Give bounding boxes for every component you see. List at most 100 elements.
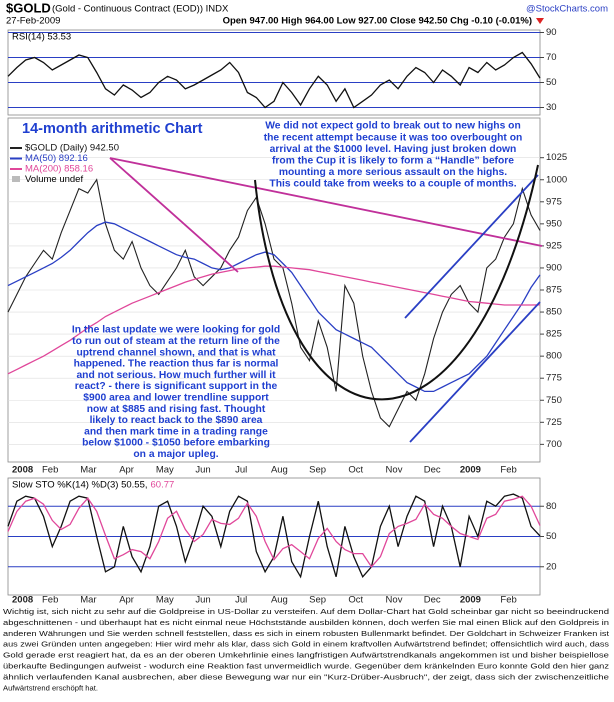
x-tick-label: Feb	[42, 595, 58, 606]
footer-line: aus zwei Gründen unten angegeben: Hier w…	[3, 640, 609, 649]
footer-line: überkaufte Bedingungen aufweist - wodurc…	[3, 662, 609, 671]
x-tick-label: Aug	[271, 595, 288, 606]
y-tick-label: 925	[546, 240, 562, 251]
panel-label: RSI(14) 53.53	[12, 32, 71, 43]
footer-line: Gold gerade erst reagiert hat, da es an …	[3, 651, 609, 660]
annotation-line: happened. The reaction thus far is norma…	[74, 359, 279, 370]
fan-line	[109, 157, 239, 273]
annotation-line: In the last update we were looking for g…	[72, 325, 280, 336]
x-tick-label: Jul	[235, 595, 247, 606]
y-tick-label: 90	[546, 27, 557, 38]
y-tick-label: 1000	[546, 174, 567, 185]
legend-label: MA(200) 858.16	[25, 164, 93, 175]
y-tick-label: 700	[546, 439, 562, 450]
y-tick-label: 875	[546, 285, 562, 296]
y-tick-label: 850	[546, 307, 562, 318]
annotation-line: $900 area and lower trendline support	[83, 393, 269, 404]
source: @StockCharts.com	[526, 4, 608, 15]
footer-line: Aufwärtstrend erschöpft hat.	[3, 683, 98, 692]
y-tick-label: 70	[546, 52, 557, 63]
trendlines	[109, 157, 543, 443]
x-tick-label: Mar	[80, 465, 96, 476]
x-tick-label: Feb	[42, 465, 58, 476]
x-tick-label: 2009	[460, 595, 481, 606]
title-bg	[16, 119, 216, 139]
x-tick-label: Oct	[348, 465, 363, 476]
y-tick-label: 950	[546, 218, 562, 229]
cup	[254, 164, 539, 401]
x-tick-label: Sep	[309, 595, 326, 606]
legend-label: $GOLD (Daily) 942.50	[25, 143, 119, 154]
return-line	[109, 157, 543, 247]
panel-label: 60.77	[151, 480, 175, 491]
x-tick-label: Sep	[309, 465, 326, 476]
x-tick-label: Jun	[195, 595, 210, 606]
x-tick-label: Oct	[348, 595, 363, 606]
down-arrow	[536, 18, 544, 24]
annotation-line: and not serious. How much further will i…	[76, 370, 276, 381]
footer-line: abgeschnittenen - und überhaupt hat es n…	[3, 618, 609, 627]
annotation-line: below $1000 - $1050 before embarking	[82, 438, 270, 449]
footer-line: ähnlich verlaufenden Kanal ausbrechen, a…	[3, 672, 609, 681]
x-tick-label: Feb	[500, 465, 516, 476]
x-tick-label: 2008	[12, 465, 33, 476]
y-tick-label: 30	[546, 102, 557, 113]
series-line	[7, 221, 541, 393]
series-line	[7, 178, 541, 428]
y-tick-label: 900	[546, 262, 562, 273]
chart-title: 14-month arithmetic Chart	[22, 121, 203, 137]
annotation-line: from the Cup it is likely to form a “Han…	[272, 156, 514, 167]
quote: Open 947.00 High 964.00 Low 927.00 Close…	[223, 16, 532, 27]
annotation-line: mounting a more serious assault on the h…	[279, 167, 507, 178]
annotation-line: react? - there is significant support in…	[75, 381, 278, 392]
x-tick-label: Nov	[386, 465, 403, 476]
annotation-line: and then mark time in a trading range	[84, 426, 268, 437]
x-tick-label: Aug	[271, 465, 288, 476]
x-tick-label: Dec	[424, 465, 441, 476]
annotation-line: to run out of steam at the return line o…	[72, 336, 280, 347]
y-tick-label: 50	[546, 531, 557, 542]
annotation-line: likely to react back to the $890 area	[90, 415, 263, 426]
x-tick-label: May	[156, 595, 174, 606]
annotation-line: on a major upleg.	[133, 449, 218, 460]
x-tick-label: Mar	[80, 595, 96, 606]
x-tick-label: Dec	[424, 595, 441, 606]
channel-upper	[404, 174, 539, 319]
legend-label: Volume undef	[25, 174, 83, 185]
panel-frame	[7, 29, 541, 116]
x-tick-label: 2009	[460, 465, 481, 476]
panel-label: Slow STO %K(14) %D(3) 50.55,	[12, 480, 148, 491]
x-tick-label: Feb	[500, 595, 516, 606]
x-tick-label: Apr	[119, 595, 134, 606]
symbol: $GOLD	[6, 0, 51, 15]
legend-label: MA(50) 892.16	[25, 153, 88, 164]
series-line	[7, 495, 541, 568]
x-tick-label: Nov	[386, 595, 403, 606]
channel-lower	[409, 301, 541, 443]
y-tick-label: 975	[546, 196, 562, 207]
y-tick-label: 50	[546, 77, 557, 88]
annotation-line: now at $885 and rising fast. Thought	[87, 404, 266, 415]
y-tick-label: 1025	[546, 152, 567, 163]
y-tick-label: 825	[546, 329, 562, 340]
y-tick-label: 20	[546, 561, 557, 572]
annotation-line: uptrend channel shown, and that is what	[76, 347, 276, 358]
description: (Gold - Continuous Contract (EOD)) INDX	[52, 4, 229, 15]
x-tick-label: Jul	[235, 465, 247, 476]
series-line	[7, 51, 541, 109]
annotation-line: This could take from weeks to a couple o…	[269, 179, 516, 190]
footer-line: anderen Währungen und Sie werden schnell…	[3, 629, 610, 638]
annotation-line: arrival at the $1000 level. Having just …	[270, 144, 517, 155]
y-tick-label: 725	[546, 417, 562, 428]
x-tick-label: Jun	[195, 465, 210, 476]
y-tick-label: 800	[546, 351, 562, 362]
date: 27-Feb-2009	[6, 16, 60, 27]
y-tick-label: 80	[546, 501, 557, 512]
annotation-line: the recent attempt because it was too ov…	[264, 132, 523, 143]
footer-line: Wichtig ist, sich nicht zu sehr auf die …	[3, 607, 609, 616]
y-tick-label: 750	[546, 395, 562, 406]
legend-swatch	[12, 176, 20, 182]
x-tick-label: Apr	[119, 465, 134, 476]
